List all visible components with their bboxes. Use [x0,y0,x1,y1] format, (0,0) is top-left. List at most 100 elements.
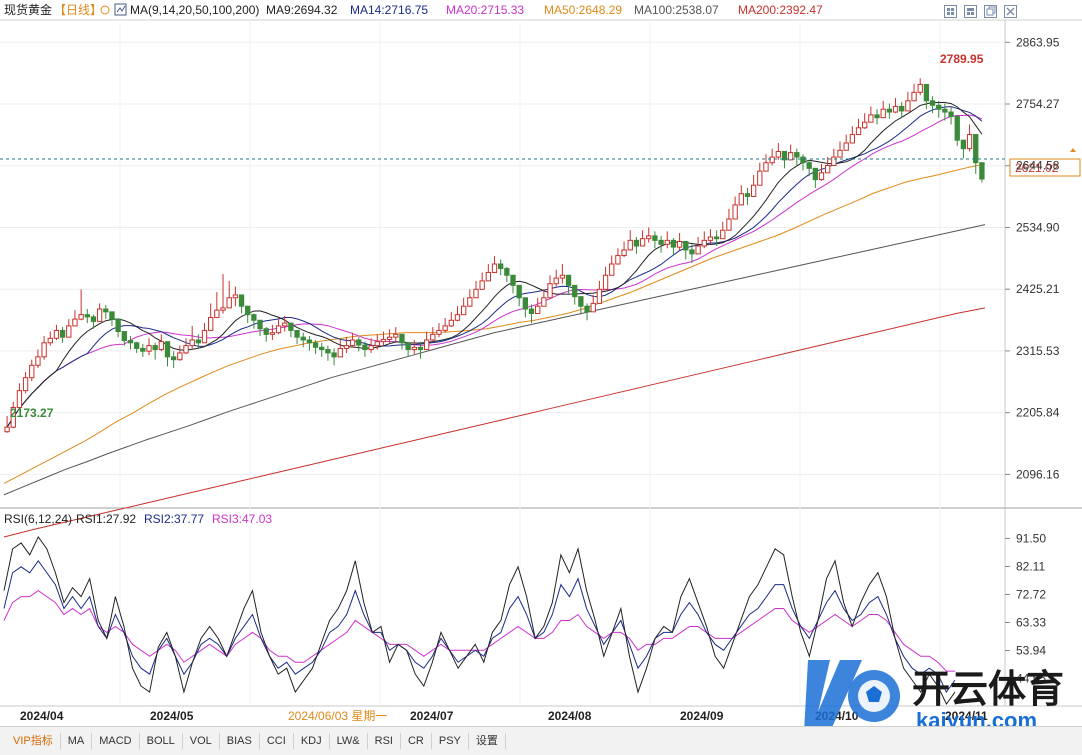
rsi-lines [3,535,956,705]
candle-down [744,193,751,197]
price-axis: 2863.95 2754.27 2644.58 2534.90 2425.21 2315.… [1005,35,1060,481]
time-tick-label: 2024/09 [680,709,724,723]
time-tick-label: 2024/07 [410,709,454,723]
candle-up [78,314,84,320]
candle-down [152,345,158,351]
candle-up [763,162,769,172]
ma-params: MA(9,14,20,50,100,200) [130,3,259,17]
candle-down [528,308,535,315]
low-label: 2173.27 [10,406,54,420]
toolbar-rsi[interactable]: RSI [368,733,401,749]
toolbar-psy[interactable]: PSY [432,733,469,749]
candle-up [843,142,849,151]
candle-up [368,345,374,351]
candle-up [547,283,553,299]
candle-up [269,332,276,335]
candle-down [245,305,251,316]
candle-down [954,116,960,141]
candle-down [713,236,720,240]
candle-up [158,341,164,351]
candle-up [862,121,868,129]
candle-up [732,204,738,220]
candle-up [430,333,436,341]
candle-up [535,305,541,315]
rsi-value: RSI3:47.03 [212,512,272,526]
close-icon[interactable] [1004,5,1017,18]
candle-down [300,336,306,341]
rsi-tick-label: 91.50 [1016,531,1046,545]
time-tick-label: 2024/11 [945,709,988,723]
candle-down [90,316,97,322]
rsi-tick-label: 72.72 [1016,587,1046,601]
candle-up [423,339,430,351]
candle-down [417,346,424,351]
candle-up [720,229,726,240]
settings-circle-icon[interactable] [100,5,110,15]
rsi-value: RSI1:27.92 [76,512,136,526]
candle-up [380,338,387,343]
toolbar-vip-indicators[interactable]: VIP指标 [6,733,61,749]
candle-up [460,305,467,316]
ma-value: MA100:2538.07 [634,3,719,17]
candle-down [133,342,140,349]
toolbar-cci[interactable]: CCI [260,733,294,749]
candle-up [4,426,10,433]
candle-up [609,263,615,276]
candle-down [319,346,325,351]
ma-value: MA14:2716.75 [350,3,428,17]
chart-canvas[interactable]: 2621.02 2789.95 2173.27 2863.95 2754.27 26… [0,0,1082,726]
candle-down [658,239,664,245]
toolbar-boll[interactable]: BOLL [140,733,183,749]
grid [0,22,1005,704]
candle-up [454,314,461,321]
time-tick-label: 2024/06/03 星期一 [288,709,387,723]
candle-up [695,245,701,255]
candle-up [41,342,47,358]
candles [4,78,985,433]
candle-down [683,240,689,251]
candle-down [942,108,948,113]
candle-up [177,352,183,361]
candle-up [676,240,683,248]
candle-up [232,294,239,299]
restore-icon[interactable] [984,5,997,18]
candle-up [349,339,356,347]
watermark: 开云体育 kaiyun.com [800,652,1070,736]
candle-up [757,170,763,186]
candle-down [288,322,294,331]
candle-down [936,104,942,110]
candle-up [837,149,843,158]
candle-up [201,329,208,344]
ma-values: MA9:2694.32 MA14:2716.75 MA20:2715.33 MA50:… [266,3,823,17]
candle-up [66,325,72,338]
toolbar-vol[interactable]: VOL [183,733,220,749]
candle-down [923,83,930,102]
toolbar-ma[interactable]: MA [61,733,93,749]
toolbar-cr[interactable]: CR [401,733,432,749]
candle-down [899,105,905,112]
candle-down [294,329,300,338]
toolbar-settings[interactable]: 设置 [469,733,506,749]
candle-up [701,239,707,247]
candle-down [948,111,954,118]
ma-toggle-chart-icon [116,5,126,13]
toolbar-macd[interactable]: MACD [92,733,140,749]
toolbar-bias[interactable]: BIAS [220,733,260,749]
watermark-title: 开云体育 [912,669,1064,711]
toolbar-lw[interactable]: LW& [330,733,368,749]
candle-down [127,340,134,344]
candle-up [208,316,214,331]
candle-down [325,349,331,354]
candle-down [306,339,313,344]
candle-up [96,308,103,322]
candle-up [411,346,417,351]
candle-up [442,325,448,331]
period-label[interactable]: 【日线】 [54,3,102,17]
toolbar-kdj[interactable]: KDJ [294,733,330,749]
high-label: 2789.95 [940,52,984,66]
layout-icon[interactable] [964,5,977,18]
grid-icon[interactable] [944,5,957,18]
candle-up [337,347,343,358]
candle-up [374,341,380,347]
candle-up [220,307,226,311]
